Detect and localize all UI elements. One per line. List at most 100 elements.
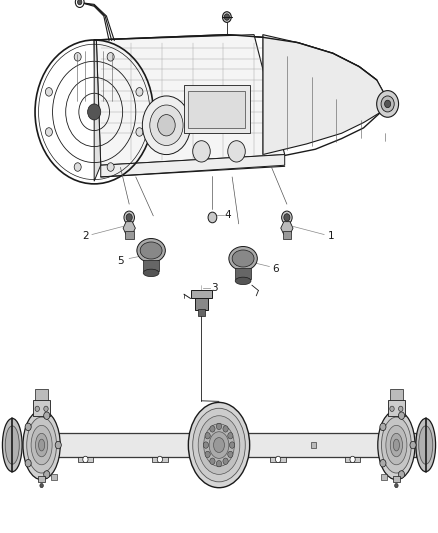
Bar (390, 389, 403, 400)
Circle shape (228, 141, 245, 162)
Bar (195, 298, 208, 310)
Bar (198, 309, 205, 316)
Ellipse shape (31, 425, 52, 465)
Bar (270, 457, 286, 462)
Ellipse shape (35, 433, 48, 457)
Text: 2: 2 (82, 231, 89, 241)
Polygon shape (281, 222, 293, 235)
Circle shape (55, 441, 61, 449)
Ellipse shape (204, 424, 234, 466)
Circle shape (395, 483, 398, 488)
Circle shape (205, 433, 210, 439)
Circle shape (282, 211, 292, 224)
Ellipse shape (5, 426, 19, 464)
Polygon shape (263, 35, 385, 155)
Ellipse shape (386, 425, 407, 465)
Circle shape (40, 483, 43, 488)
Ellipse shape (235, 277, 251, 285)
Ellipse shape (198, 416, 240, 474)
Bar (191, 290, 212, 298)
Bar (311, 442, 316, 448)
Ellipse shape (27, 417, 57, 473)
Circle shape (216, 461, 222, 467)
Circle shape (381, 96, 394, 112)
Ellipse shape (3, 418, 22, 472)
Bar (152, 457, 168, 462)
Bar (143, 260, 159, 271)
Bar (388, 400, 405, 416)
Circle shape (44, 412, 50, 419)
Circle shape (46, 87, 53, 96)
Circle shape (224, 14, 230, 20)
Circle shape (107, 53, 114, 61)
Polygon shape (94, 35, 385, 168)
Circle shape (157, 456, 162, 463)
Polygon shape (101, 155, 285, 177)
Circle shape (25, 459, 31, 467)
Circle shape (75, 0, 84, 7)
Circle shape (35, 406, 39, 411)
Circle shape (74, 53, 81, 61)
Circle shape (74, 163, 81, 171)
Circle shape (223, 458, 228, 464)
Bar (393, 476, 400, 482)
Circle shape (350, 456, 355, 463)
Ellipse shape (188, 402, 250, 488)
Circle shape (230, 442, 235, 448)
Circle shape (284, 214, 290, 221)
Bar (345, 457, 360, 462)
Bar (125, 231, 134, 239)
Circle shape (44, 406, 48, 411)
Ellipse shape (143, 269, 159, 277)
Circle shape (377, 91, 399, 117)
Circle shape (136, 128, 143, 136)
Text: 5: 5 (117, 256, 124, 266)
Circle shape (203, 442, 208, 448)
Bar (381, 474, 387, 480)
Bar (188, 91, 245, 128)
Ellipse shape (140, 242, 162, 259)
Ellipse shape (378, 410, 415, 480)
Bar (24, 433, 416, 457)
Ellipse shape (390, 433, 403, 457)
Circle shape (83, 456, 88, 463)
Ellipse shape (23, 410, 60, 480)
Circle shape (25, 423, 31, 431)
Circle shape (210, 458, 215, 464)
Circle shape (210, 426, 215, 432)
Bar (38, 476, 45, 482)
Circle shape (126, 214, 132, 221)
Polygon shape (96, 35, 285, 165)
Ellipse shape (381, 417, 411, 473)
Ellipse shape (39, 439, 45, 451)
Circle shape (150, 105, 183, 146)
Circle shape (399, 412, 405, 419)
Circle shape (399, 406, 403, 411)
Circle shape (228, 451, 233, 457)
Circle shape (107, 163, 114, 171)
Circle shape (78, 0, 82, 5)
Circle shape (44, 471, 50, 478)
Text: 3: 3 (211, 283, 218, 293)
Circle shape (223, 426, 228, 432)
Text: 6: 6 (272, 264, 279, 273)
Circle shape (208, 212, 217, 223)
Ellipse shape (214, 438, 224, 453)
Polygon shape (123, 222, 135, 235)
Ellipse shape (393, 439, 399, 451)
Circle shape (88, 104, 101, 120)
Bar (283, 231, 291, 239)
Bar (235, 268, 251, 279)
Polygon shape (94, 40, 101, 181)
Ellipse shape (229, 246, 258, 271)
Circle shape (228, 433, 233, 439)
Ellipse shape (232, 250, 254, 267)
Circle shape (158, 115, 175, 136)
Bar (184, 85, 250, 133)
Circle shape (380, 459, 386, 467)
Circle shape (223, 12, 231, 22)
Circle shape (142, 96, 191, 155)
Ellipse shape (209, 432, 229, 458)
Circle shape (136, 87, 143, 96)
Ellipse shape (193, 408, 245, 482)
